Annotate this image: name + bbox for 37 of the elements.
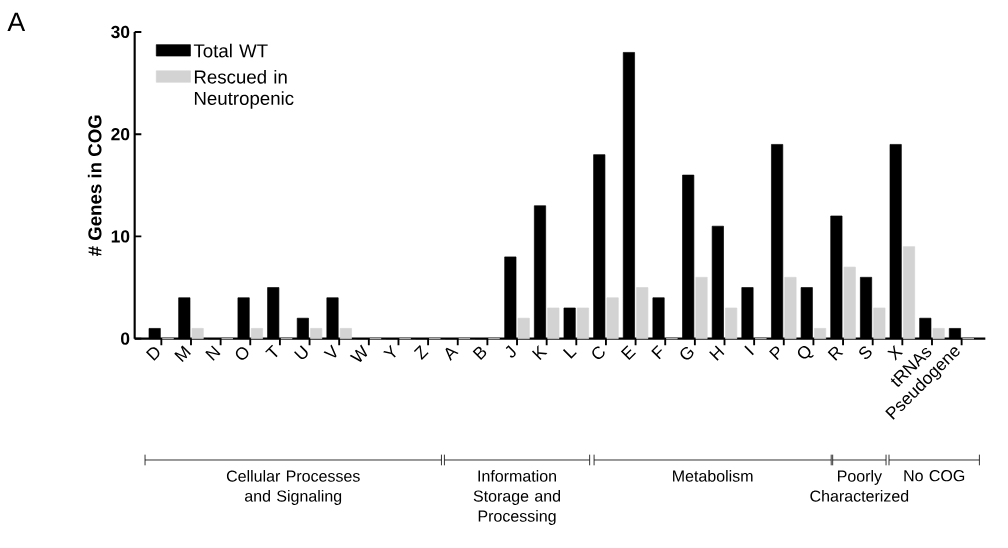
- text: Metabolism: [673, 470, 753, 482]
- x-tick-label: Y: [383, 344, 396, 358]
- y-axis-title: # Genes in COG: [87, 115, 102, 257]
- x-tick-label: H: [709, 345, 725, 361]
- x-tick-label: S: [859, 346, 872, 360]
- x-tick-label: C: [592, 346, 605, 359]
- y-tick-label: 0: [121, 332, 130, 345]
- y-tick-label: 30: [111, 25, 130, 39]
- x-tick-label: K: [531, 345, 548, 361]
- x-tick-label: D: [145, 347, 160, 361]
- text: No COG: [904, 470, 965, 482]
- y-tick-label: 20: [111, 128, 130, 141]
- legend-label: Total WT: [193, 43, 268, 58]
- x-tick-label: P: [769, 346, 780, 361]
- legend-label: Rescued in Neutropenic: [194, 69, 294, 109]
- x-tick-label: M: [174, 345, 191, 363]
- x-tick-label: B: [472, 346, 487, 361]
- y-tick-label: 10: [111, 230, 130, 243]
- text: A: [7, 12, 26, 32]
- x-tick-label: R: [827, 346, 844, 361]
- x-tick-label: G: [680, 347, 694, 360]
- text: Cellular Processes and Signaling: [226, 470, 360, 505]
- x-tick-label: N: [205, 345, 221, 361]
- x-tick-label: L: [562, 349, 577, 359]
- text: Information Storage and Processing: [473, 470, 560, 525]
- x-tick-label: U: [294, 345, 308, 360]
- x-tick-label: E: [620, 345, 636, 361]
- x-tick-label: I: [744, 345, 754, 356]
- x-tick-label: J: [505, 345, 516, 358]
- x-tick-label: Z: [413, 345, 429, 360]
- x-tick-label: Q: [797, 346, 814, 359]
- x-tick-label: F: [651, 344, 663, 360]
- x-tick-label: W: [349, 344, 368, 362]
- x-tick-label: T: [265, 344, 278, 358]
- x-tick-label: O: [235, 347, 249, 360]
- x-tick-label: V: [323, 344, 337, 358]
- x-tick-label: A: [445, 347, 459, 362]
